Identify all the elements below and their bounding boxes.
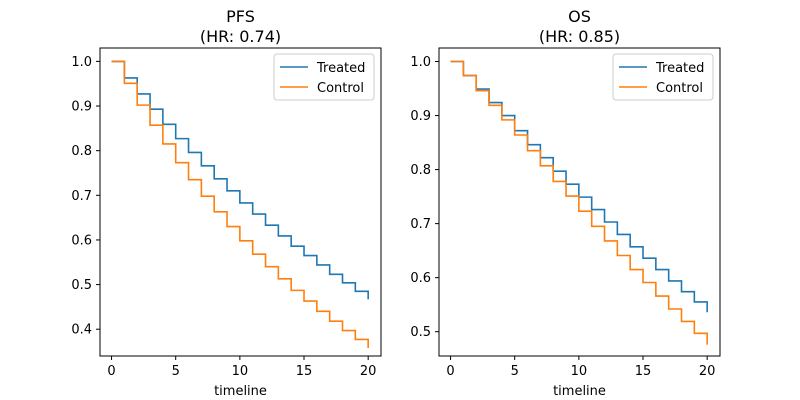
os-series-control-line: [450, 60, 708, 345]
os-xtick-label: 10: [571, 364, 588, 379]
os-title: OS (HR: 0.85): [539, 7, 620, 46]
os-title-line-0: OS: [568, 7, 591, 26]
os-legend-label-control: Control: [656, 81, 703, 96]
os-xtick-label: 20: [699, 364, 716, 379]
pfs-xtick-label: 5: [172, 364, 180, 379]
os-title-line-1: (HR: 0.85): [539, 27, 620, 46]
pfs-legend-label-control: Control: [317, 81, 364, 96]
pfs-plot-frame: [99, 47, 382, 357]
pfs-legend-box: [273, 53, 375, 101]
pfs-series-treated-line: [111, 60, 369, 300]
os-plot-frame: [438, 47, 721, 357]
pfs-panel: PFS (HR: 0.74) 0 5 10 15 20 0.4 0.5 0.6 0.7 0.8 0.9 1…: [71, 7, 382, 399]
pfs-ytick-label: 0.8: [71, 144, 92, 159]
os-xtick-label: 15: [635, 364, 652, 379]
os-legend-box: [612, 53, 714, 101]
pfs-series-control-line: [111, 60, 369, 348]
pfs-ytick-label: 0.7: [71, 189, 92, 204]
pfs-title-line-1: (HR: 0.74): [200, 27, 281, 46]
os-panel: OS (HR: 0.85) 0 5 10 15 20 0.5 0.6 0.7 0.8 0.9 1.0 ti…: [410, 7, 721, 399]
pfs-xtick-label: 15: [296, 364, 313, 379]
pfs-xtick-label: 0: [107, 364, 115, 379]
os-ytick-label: 0.7: [410, 217, 431, 232]
os-ytick-label: 0.6: [410, 271, 431, 286]
os-ytick-label: 0.5: [410, 325, 431, 340]
pfs-title: PFS (HR: 0.74): [200, 7, 281, 46]
pfs-ytick-label: 1.0: [71, 55, 92, 70]
pfs-ytick-label: 0.5: [71, 278, 92, 293]
os-ytick-label: 0.9: [410, 109, 431, 124]
pfs-ytick-label: 0.9: [71, 100, 92, 115]
pfs-xtick-label: 10: [232, 364, 249, 379]
pfs-legend-label-treated: Treated: [316, 61, 365, 76]
os-x-axis-label: timeline: [553, 384, 606, 399]
os-legend-label-treated: Treated: [655, 61, 704, 76]
pfs-x-axis-label: timeline: [214, 384, 267, 399]
os-xtick-label: 0: [446, 364, 454, 379]
os-xtick-label: 5: [511, 364, 519, 379]
pfs-title-line-0: PFS: [226, 7, 255, 26]
os-ytick-label: 1.0: [410, 55, 431, 70]
pfs-ytick-label: 0.4: [71, 323, 92, 338]
os-ytick-label: 0.8: [410, 163, 431, 178]
pfs-ytick-label: 0.6: [71, 233, 92, 248]
pfs-legend: Treated Control: [273, 53, 375, 101]
os-legend: Treated Control: [612, 53, 714, 101]
pfs-xtick-label: 20: [360, 364, 377, 379]
